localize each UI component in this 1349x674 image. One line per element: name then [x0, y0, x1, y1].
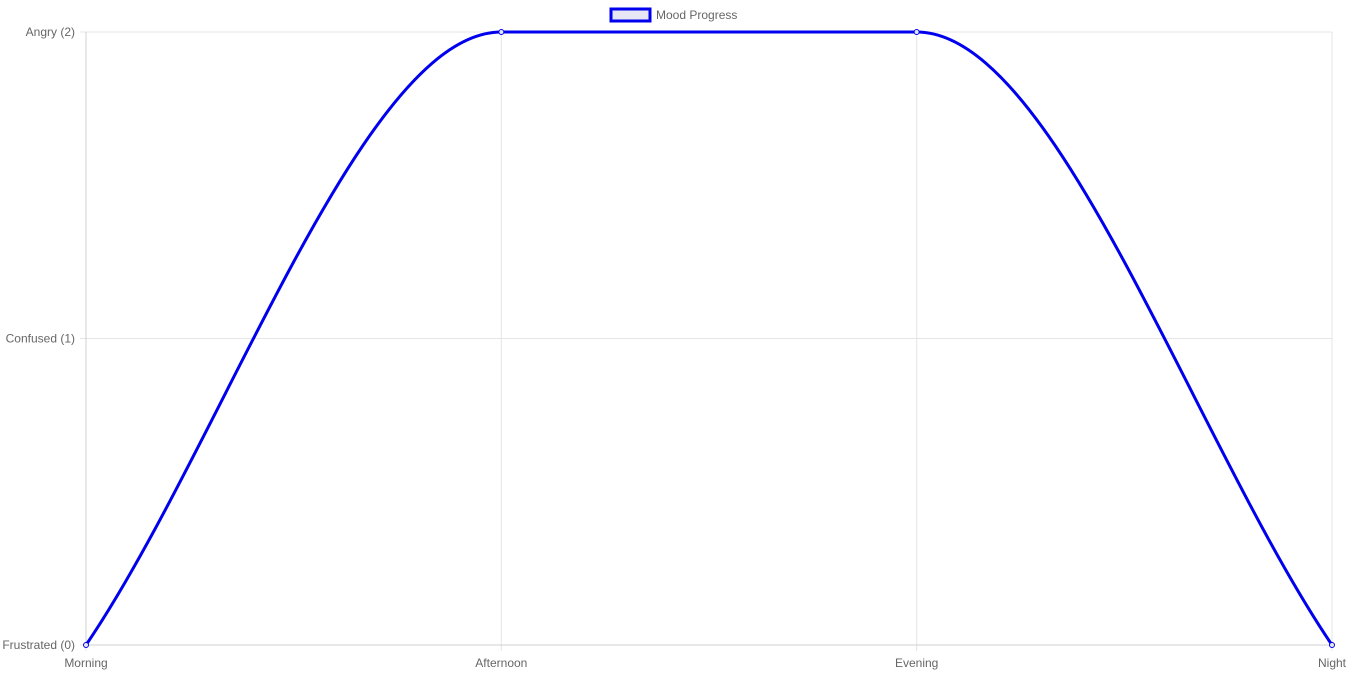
axes: Frustrated (0) Confused (1) Angry (2) Morni…	[2, 25, 1346, 670]
x-tick-label: Afternoon	[475, 656, 527, 670]
x-tick-label: Morning	[64, 656, 107, 670]
series-layer	[83, 29, 1335, 648]
legend-swatch	[609, 7, 652, 23]
grid	[85, 31, 1333, 651]
data-point[interactable]	[913, 29, 920, 35]
legend-label: Mood Progress	[656, 8, 737, 22]
legend[interactable]: Mood Progress	[609, 7, 737, 23]
x-tick-label: Night	[1318, 656, 1347, 670]
data-point[interactable]	[1329, 642, 1335, 648]
y-tick-label: Frustrated (0)	[2, 638, 75, 652]
y-tick-label: Angry (2)	[26, 25, 75, 39]
x-tick-label: Evening	[895, 656, 938, 670]
data-point[interactable]	[83, 642, 89, 648]
y-tick-label: Confused (1)	[6, 332, 75, 346]
series-line	[84, 30, 1334, 647]
data-point[interactable]	[498, 29, 505, 35]
